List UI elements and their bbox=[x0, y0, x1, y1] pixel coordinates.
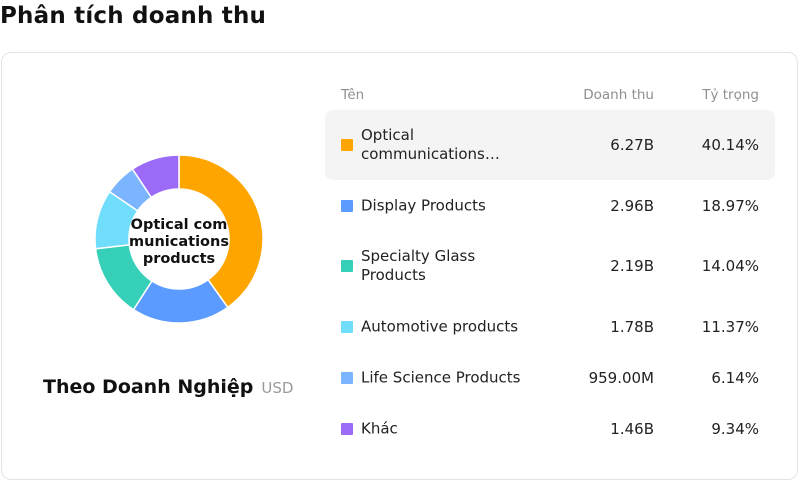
table-row[interactable]: Life Science Products 959.00M 6.14% bbox=[325, 352, 775, 403]
revenue-card bbox=[1, 52, 798, 480]
donut-chart: Optical communications products bbox=[84, 152, 274, 328]
row-revenue: 2.19B bbox=[610, 257, 654, 275]
row-revenue: 6.27B bbox=[610, 136, 654, 154]
currency-unit: USD bbox=[261, 379, 294, 397]
column-header-share: Tỷ trọng bbox=[702, 87, 759, 103]
row-name: Life Science Products bbox=[361, 368, 521, 386]
table-row[interactable]: Specialty Glass Products 2.19B 14.04% bbox=[325, 231, 775, 301]
row-name: Khác bbox=[361, 419, 398, 437]
row-name: Specialty Glass Products bbox=[361, 247, 476, 284]
revenue-table: Tên Doanh thu Tỷ trọng Optical communica… bbox=[325, 80, 775, 454]
row-share: 18.97% bbox=[701, 196, 759, 215]
legend-swatch bbox=[341, 422, 353, 435]
table-row[interactable]: Automotive products 1.78B 11.37% bbox=[325, 301, 775, 352]
legend-swatch bbox=[341, 139, 353, 151]
row-share: 14.04% bbox=[701, 257, 759, 275]
legend-swatch bbox=[341, 320, 353, 333]
page-title: Phân tích doanh thu bbox=[0, 3, 267, 29]
row-revenue: 1.46B bbox=[610, 419, 654, 438]
column-header-revenue: Doanh thu bbox=[583, 87, 654, 103]
row-share: 11.37% bbox=[701, 317, 759, 336]
row-share: 6.14% bbox=[711, 368, 759, 387]
row-revenue: 959.00M bbox=[588, 368, 654, 387]
column-header-name: Tên bbox=[341, 87, 365, 103]
donut-slice-6[interactable] bbox=[131, 154, 180, 199]
table-row[interactable]: Optical communications products 6.27B 40… bbox=[325, 110, 775, 180]
row-share: 40.14% bbox=[701, 136, 759, 154]
row-name: Display Products bbox=[361, 196, 486, 214]
chart-subtitle-row: Theo Doanh Nghiệp USD bbox=[43, 376, 293, 404]
row-revenue: 1.78B bbox=[610, 317, 654, 336]
row-name: Automotive products bbox=[361, 317, 519, 335]
table-header: Tên Doanh thu Tỷ trọng bbox=[325, 80, 775, 110]
legend-swatch bbox=[341, 199, 353, 212]
legend-swatch bbox=[341, 260, 353, 272]
row-revenue: 2.96B bbox=[610, 196, 654, 215]
table-row[interactable]: Khác 1.46B 9.34% bbox=[325, 403, 775, 454]
table-row[interactable]: Display Products 2.96B 18.97% bbox=[325, 180, 775, 231]
legend-swatch bbox=[341, 371, 353, 384]
row-share: 9.34% bbox=[711, 419, 759, 438]
row-name: Optical communications products bbox=[361, 126, 485, 163]
donut-slice-1[interactable] bbox=[178, 154, 264, 309]
donut-svg bbox=[94, 154, 264, 324]
donut-center-label: Optical communications products bbox=[129, 216, 229, 267]
chart-subtitle: Theo Doanh Nghiệp bbox=[43, 376, 254, 398]
